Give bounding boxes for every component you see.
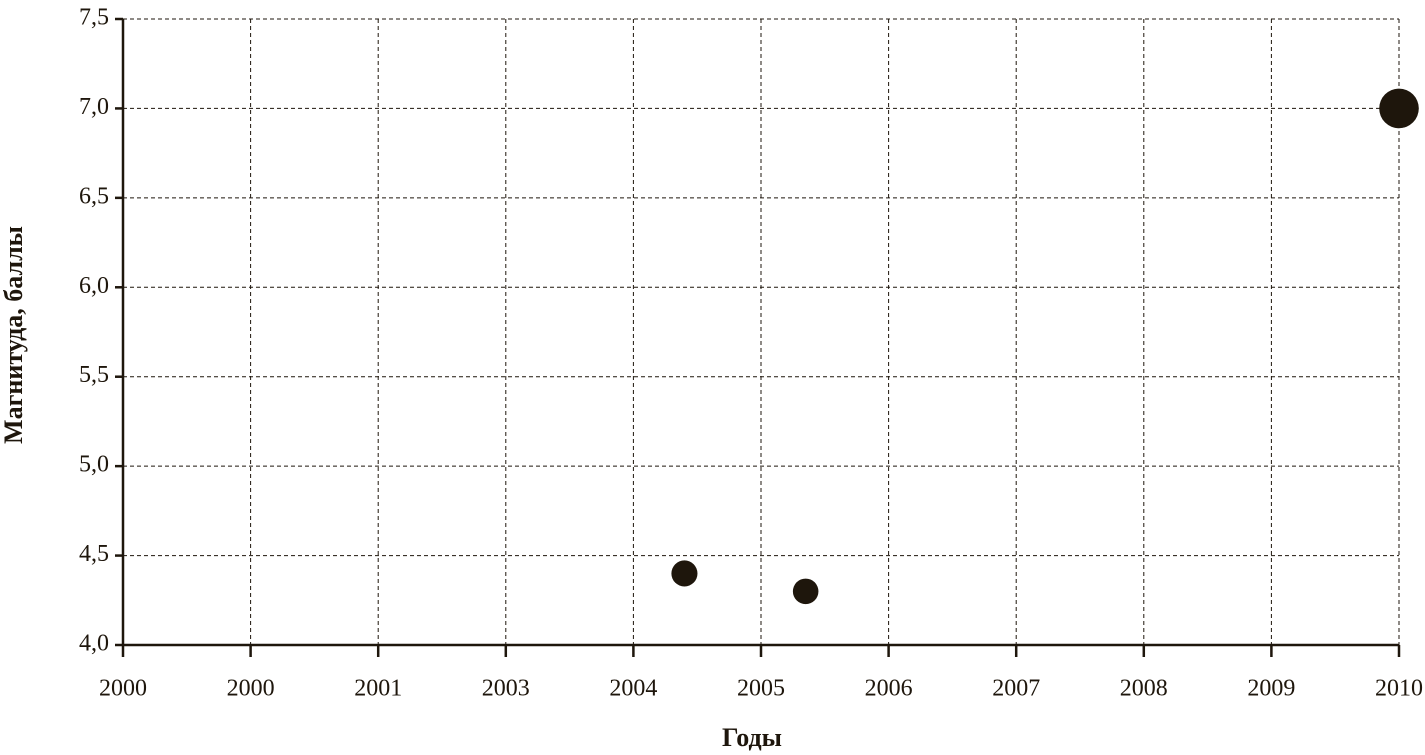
y-tick-label: 5,5	[79, 362, 109, 388]
x-tick-label: 2001	[354, 676, 402, 702]
point	[1379, 88, 1419, 129]
point	[792, 578, 819, 605]
y-tick-label: 4,0	[79, 631, 109, 657]
x-tick-label: 2007	[992, 676, 1040, 702]
x-axis-title: Годы	[722, 723, 782, 752]
x-tick-label: 2003	[482, 676, 530, 702]
x-tick-label: 2008	[1120, 676, 1168, 702]
x-tick-label: 2010	[1375, 676, 1423, 702]
y-tick-label: 7,0	[79, 94, 109, 120]
x-tick-label: 2009	[1247, 676, 1295, 702]
y-tick-label: 6,5	[79, 183, 109, 209]
x-tick-label: 2006	[865, 676, 913, 702]
point	[671, 560, 698, 587]
y-tick-label: 4,5	[79, 541, 109, 567]
y-tick-label: 7,5	[79, 5, 109, 31]
x-tick-label: 2000	[99, 676, 147, 702]
x-tick-label: 2000	[227, 676, 275, 702]
y-axis-title: Магнитуда, баллы	[0, 226, 28, 444]
y-tick-label: 5,0	[79, 452, 109, 478]
x-tick-label: 2004	[609, 676, 657, 702]
x-tick-label: 2005	[737, 676, 785, 702]
y-tick-label: 6,0	[79, 273, 109, 299]
